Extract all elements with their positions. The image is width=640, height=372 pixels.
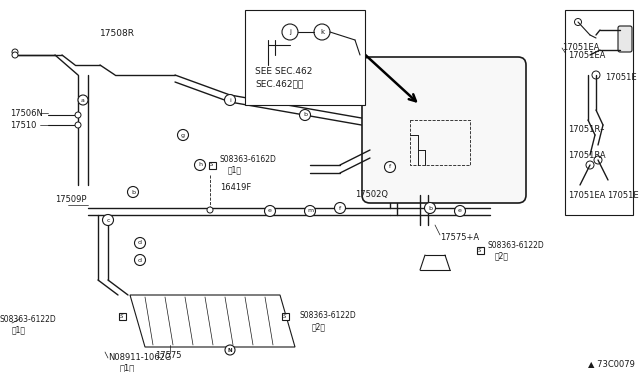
- Circle shape: [314, 24, 330, 40]
- Text: d: d: [138, 257, 142, 263]
- Circle shape: [225, 94, 236, 106]
- Circle shape: [102, 215, 113, 225]
- Text: N08911-1062G: N08911-1062G: [108, 353, 172, 362]
- Text: N: N: [228, 347, 232, 353]
- Text: 17051EA: 17051EA: [562, 44, 600, 52]
- Text: 17051EA: 17051EA: [568, 51, 605, 60]
- Text: 17575: 17575: [155, 352, 182, 360]
- Text: b: b: [303, 112, 307, 118]
- Circle shape: [225, 345, 235, 355]
- Text: 17502Q: 17502Q: [355, 190, 388, 199]
- Circle shape: [12, 52, 18, 58]
- Text: 17051EA: 17051EA: [568, 190, 605, 199]
- Text: 16419F: 16419F: [220, 183, 252, 192]
- Circle shape: [127, 186, 138, 198]
- Circle shape: [592, 71, 600, 79]
- Circle shape: [300, 109, 310, 121]
- Circle shape: [75, 112, 81, 118]
- Circle shape: [75, 122, 81, 128]
- Text: 17051R–: 17051R–: [568, 125, 605, 135]
- Bar: [209, 161, 216, 169]
- Text: 17051RA: 17051RA: [568, 151, 605, 160]
- Polygon shape: [130, 295, 295, 347]
- Bar: [477, 247, 483, 253]
- Circle shape: [177, 129, 189, 141]
- FancyBboxPatch shape: [618, 26, 632, 52]
- Text: SEE SEC.462: SEE SEC.462: [255, 67, 312, 77]
- Circle shape: [282, 24, 298, 40]
- Text: S: S: [120, 314, 124, 318]
- Text: 17575+A: 17575+A: [440, 234, 479, 243]
- Circle shape: [12, 49, 18, 55]
- Circle shape: [385, 161, 396, 173]
- Text: （2）: （2）: [495, 251, 509, 260]
- Text: 17051E: 17051E: [605, 74, 637, 83]
- Circle shape: [424, 202, 435, 214]
- Circle shape: [134, 254, 145, 266]
- Text: 17509P: 17509P: [55, 196, 86, 205]
- Circle shape: [594, 156, 602, 164]
- Text: S: S: [284, 314, 287, 318]
- Circle shape: [335, 202, 346, 214]
- Text: 17051E: 17051E: [607, 190, 639, 199]
- Text: j: j: [289, 29, 291, 35]
- Text: f: f: [339, 205, 341, 211]
- Bar: [245, 10, 365, 105]
- Text: （2）: （2）: [312, 323, 326, 331]
- Text: m: m: [307, 208, 313, 214]
- Text: S08363-6162D: S08363-6162D: [220, 155, 277, 164]
- Text: S08363-6122D: S08363-6122D: [0, 315, 57, 324]
- Text: S08363-6122D: S08363-6122D: [300, 311, 356, 321]
- Circle shape: [78, 95, 88, 105]
- Text: f: f: [389, 164, 391, 170]
- Text: S: S: [211, 163, 214, 167]
- Text: h: h: [198, 163, 202, 167]
- Text: a: a: [81, 97, 85, 103]
- Text: 17506N: 17506N: [10, 109, 43, 118]
- Bar: [282, 312, 289, 320]
- Circle shape: [134, 237, 145, 248]
- Bar: [410, 120, 470, 165]
- Text: S: S: [478, 247, 482, 253]
- Circle shape: [586, 161, 594, 169]
- Text: e: e: [268, 208, 272, 214]
- Circle shape: [454, 205, 465, 217]
- Text: 17508R: 17508R: [100, 29, 135, 38]
- Text: ▲ 73C0079: ▲ 73C0079: [588, 359, 635, 368]
- Circle shape: [207, 207, 213, 213]
- FancyBboxPatch shape: [362, 57, 526, 203]
- Text: g: g: [181, 132, 185, 138]
- Bar: [565, 10, 633, 215]
- Text: （1）: （1）: [228, 166, 242, 174]
- Bar: [118, 312, 125, 320]
- Text: c: c: [106, 218, 109, 222]
- Text: （1）: （1）: [120, 363, 135, 372]
- Text: 17510: 17510: [10, 121, 36, 129]
- Circle shape: [264, 205, 275, 217]
- Text: b: b: [131, 189, 135, 195]
- Text: b: b: [428, 205, 432, 211]
- Text: d: d: [138, 241, 142, 246]
- Text: i: i: [229, 97, 231, 103]
- Text: e: e: [458, 208, 462, 214]
- Text: S08363-6122D: S08363-6122D: [488, 241, 545, 250]
- Text: （1）: （1）: [12, 326, 26, 334]
- Text: SEC.462参照: SEC.462参照: [255, 80, 303, 89]
- Circle shape: [575, 19, 582, 26]
- Text: k: k: [320, 29, 324, 35]
- Circle shape: [305, 205, 316, 217]
- Circle shape: [195, 160, 205, 170]
